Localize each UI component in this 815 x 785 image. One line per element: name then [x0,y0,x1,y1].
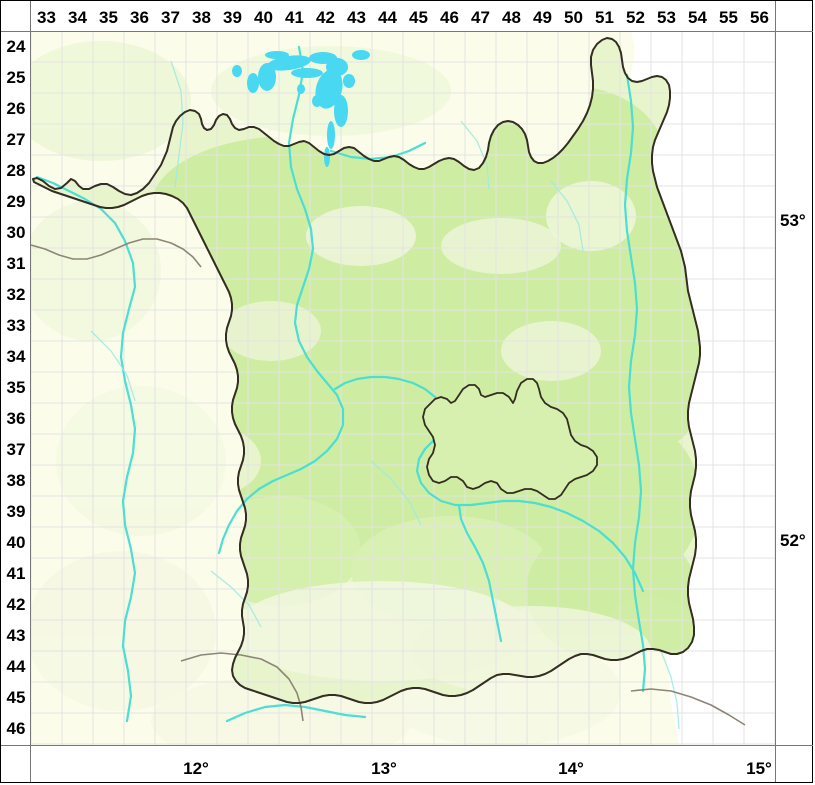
left-label-31: 31 [6,254,26,273]
left-label-32: 32 [6,285,26,304]
top-label-42: 42 [316,8,335,27]
top-label-45: 45 [409,8,428,27]
left-label-39: 39 [6,502,26,521]
left-label-25: 25 [6,68,26,87]
left-label-45: 45 [6,688,26,707]
top-label-52: 52 [626,8,645,27]
top-label-47: 47 [471,8,490,27]
top-label-44: 44 [378,8,397,27]
top-label-39: 39 [223,8,242,27]
left-label-30: 30 [6,223,26,242]
left-label-34: 34 [6,347,26,366]
top-label-55: 55 [719,8,738,27]
top-gutter-divider [1,31,813,32]
map-plot-area[interactable] [31,31,775,745]
longitude-label-12: 12° [183,759,209,778]
left-gutter-divider [30,1,31,782]
river-dahme [457,503,503,643]
top-label-33: 33 [37,8,56,27]
left-label-27: 27 [6,130,26,149]
river-spree [333,375,645,593]
top-label-49: 49 [533,8,552,27]
top-label-40: 40 [254,8,273,27]
top-label-35: 35 [99,8,118,27]
map-canvas [31,31,775,745]
left-label-36: 36 [6,409,26,428]
river-schwarze-elster [225,703,367,723]
top-label-50: 50 [564,8,583,27]
longitude-label-13: 13° [371,759,397,778]
small-streams [90,60,680,730]
left-label-38: 38 [6,471,26,490]
top-label-34: 34 [68,8,87,27]
top-label-56: 56 [750,8,769,27]
left-label-29: 29 [6,192,26,211]
top-label-48: 48 [502,8,521,27]
right-gutter-divider [775,1,776,782]
latitude-label-53: 53° [780,211,806,230]
left-label-44: 44 [6,657,26,676]
neighbour-borders [31,238,746,726]
left-label-46: 46 [6,719,26,738]
top-label-38: 38 [192,8,211,27]
top-label-46: 46 [440,8,459,27]
left-label-33: 33 [6,316,26,335]
top-label-41: 41 [285,8,304,27]
map-layers [31,31,775,745]
top-label-36: 36 [130,8,149,27]
left-label-40: 40 [6,533,26,552]
left-label-43: 43 [6,626,26,645]
top-label-37: 37 [161,8,180,27]
river-havel-north [329,141,427,161]
left-label-37: 37 [6,440,26,459]
longitude-label-14: 14° [558,759,584,778]
left-label-28: 28 [6,161,26,180]
grid-lines [31,31,775,745]
lakes [232,50,370,167]
rivers [35,45,647,723]
river-havel [217,45,345,555]
river-oder [623,73,647,693]
berlin-enclave[interactable] [422,378,598,500]
longitude-label-15: 15° [746,759,772,778]
bottom-gutter-divider [1,745,813,746]
top-label-43: 43 [347,8,366,27]
berlin-area [422,378,598,500]
top-label-53: 53 [657,8,676,27]
left-label-24: 24 [6,37,26,56]
left-label-35: 35 [6,378,26,397]
top-label-51: 51 [595,8,614,27]
top-label-54: 54 [688,8,707,27]
river-elbe [35,175,137,723]
latitude-label-52: 52° [780,531,806,550]
left-label-42: 42 [6,595,26,614]
left-label-26: 26 [6,99,26,118]
left-label-41: 41 [6,564,26,583]
